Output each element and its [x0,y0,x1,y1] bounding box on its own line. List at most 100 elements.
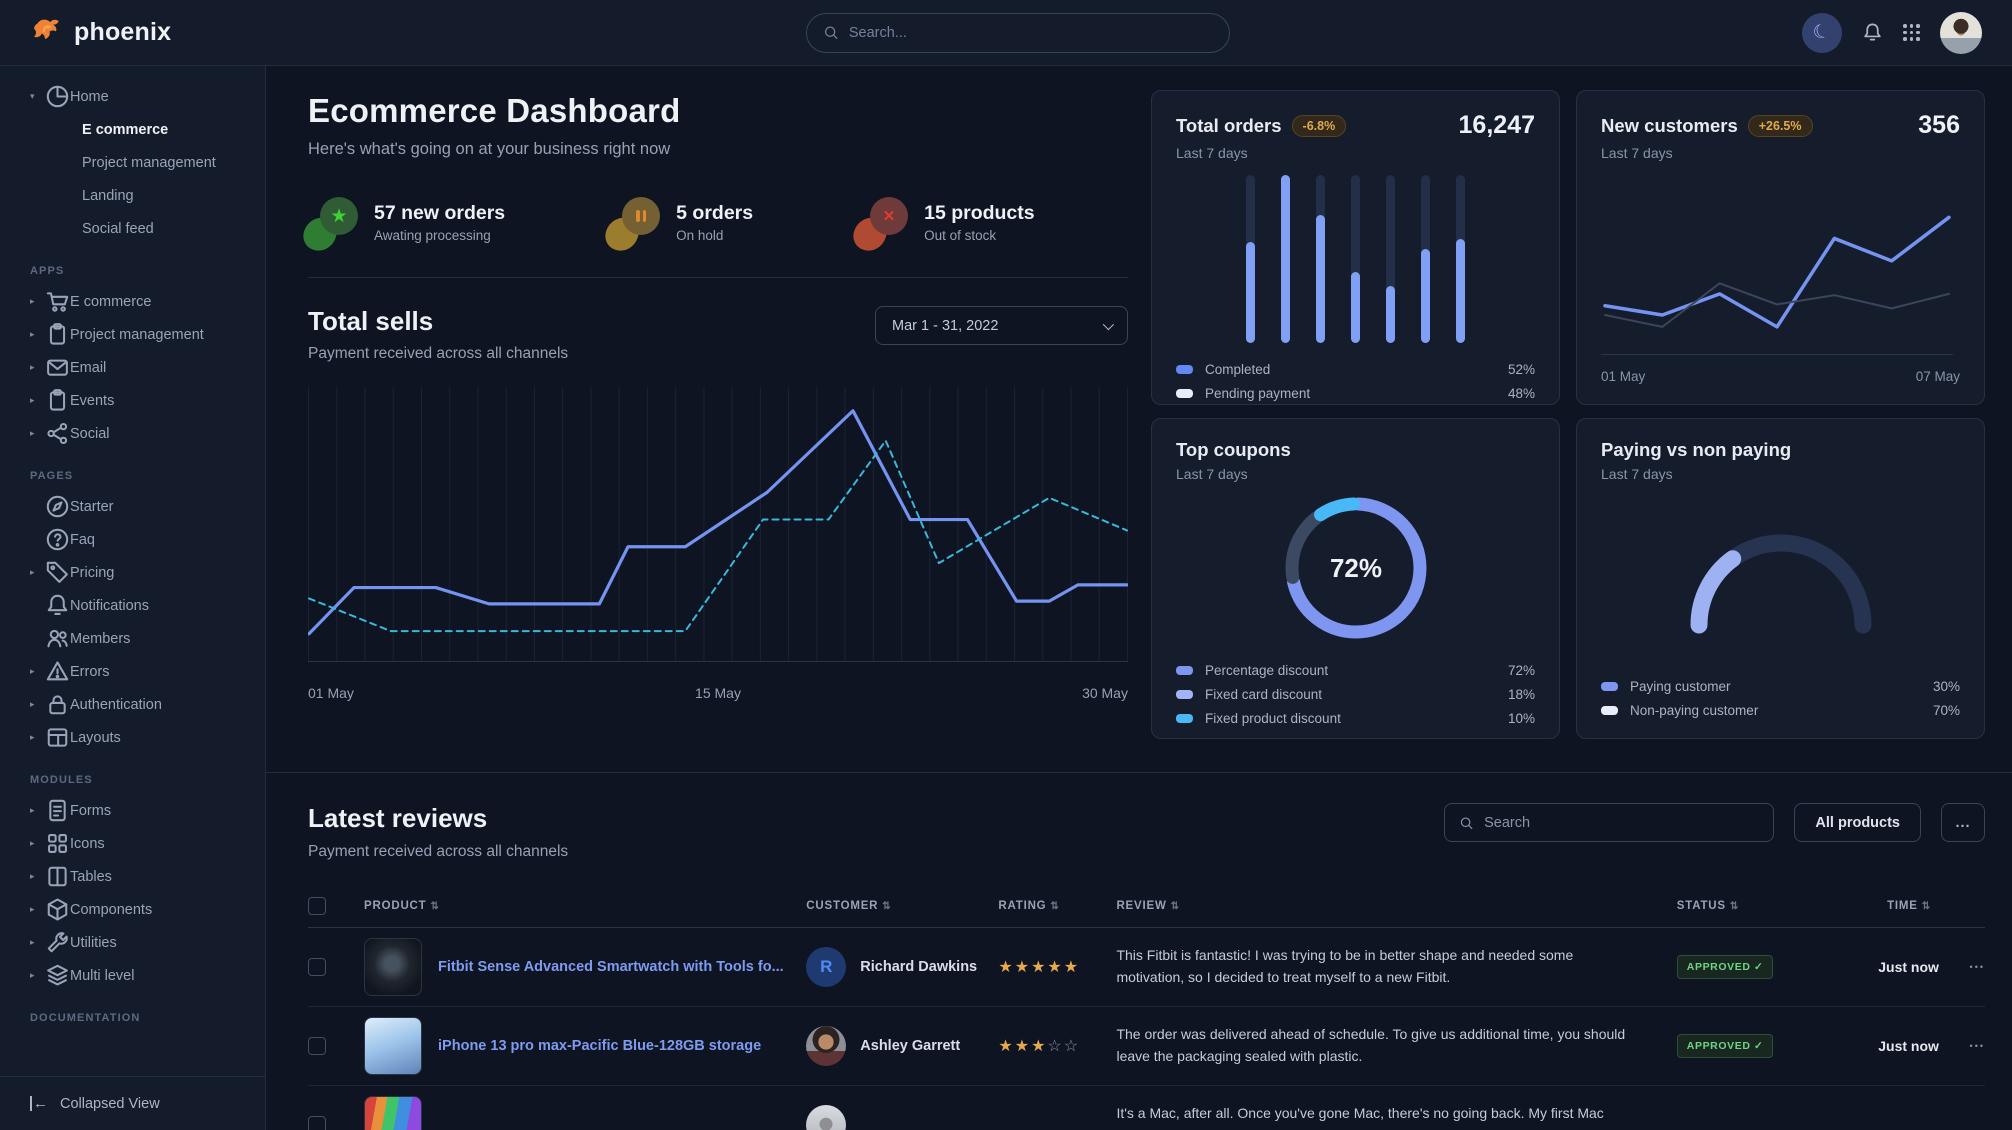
sidebar-item-starter[interactable]: Starter [0,490,265,523]
column-header-status[interactable]: STATUS ⇅ [1676,887,1827,928]
reviews-search-input[interactable] [1484,814,1760,831]
sidebar-item-forms[interactable]: ▸ Forms [0,794,265,827]
sidebar-item-errors[interactable]: ▸ Errors [0,655,265,688]
sidebar-subitem-e-commerce[interactable]: E commerce [82,121,169,138]
page-title: Ecommerce Dashboard [308,92,681,129]
sidebar-item-label: Errors [70,663,110,680]
sidebar-item-authentication[interactable]: ▸ Authentication [0,688,265,721]
legend-value: 10% [1507,711,1535,726]
legend-row: Non-paying customer 70% [1601,703,1960,718]
sidebar-item-faq[interactable]: Faq [0,523,265,556]
column-header-product[interactable]: PRODUCT ⇅ [364,887,807,928]
stat-57-new-orders: ★ 57 new orders Awating processing [299,197,505,256]
rating-cell [998,1085,1117,1130]
page-subtitle: Here's what's going on at your business … [308,140,671,158]
sidebar-subitem-social-feed[interactable]: Social feed [82,220,154,237]
sidebar-section-label: DOCUMENTATION [30,1012,141,1024]
product-link[interactable]: iPhone 13 pro max-Pacific Blue-128GB sto… [438,1038,762,1054]
sidebar-item-project-management[interactable]: ▸ Project management [0,318,265,351]
user-avatar[interactable] [1940,11,1982,54]
row-checkbox-cell [308,927,365,1007]
sidebar-item-social[interactable]: ▸ Social [0,417,265,450]
legend-value: 48% [1507,386,1535,401]
lock-icon [45,692,70,717]
sidebar-item-events[interactable]: ▸ Events [0,384,265,417]
legend-label: Percentage discount [1205,663,1329,678]
all-products-button[interactable]: All products [1794,803,1921,842]
legend-swatch [1176,666,1193,675]
column-header-customer[interactable]: CUSTOMER ⇅ [806,887,999,928]
sidebar-item-layouts[interactable]: ▸ Layouts [0,721,265,754]
select-all-checkbox[interactable] [308,897,326,915]
caret-right-icon: ▸ [30,937,35,947]
row-checkbox[interactable] [308,1116,326,1130]
column-header-time[interactable]: TIME ⇅ [1826,887,1939,928]
product-cell [364,1085,807,1130]
theme-toggle-button[interactable]: ☾ [1802,12,1842,53]
row-more-button[interactable]: ••• [1938,927,1985,1007]
sidebar-item-label: Icons [70,835,105,852]
svg-text:72%: 72% [1329,553,1381,583]
global-search-input[interactable] [848,24,1213,41]
compass-icon [45,494,70,519]
row-checkbox[interactable] [308,958,326,976]
stat-circle [622,197,661,235]
product-link[interactable]: Fitbit Sense Advanced Smartwatch with To… [438,959,784,975]
product-thumbnail [364,1017,423,1075]
star-rating: ★★★★★ [998,959,1081,976]
bar-fill [1246,242,1255,343]
sidebar-item-pricing[interactable]: ▸ Pricing [0,556,265,589]
sidebar-item-label: Starter [70,498,114,515]
reviews-title: Latest reviews [308,803,488,833]
date-range-select[interactable]: Mar 1 - 31, 2022 [875,306,1128,345]
sidebar-item-tables[interactable]: ▸ Tables [0,860,265,893]
reviews-controls: All products ... [1444,803,1985,842]
caret-right-icon: ▸ [30,428,35,438]
row-checkbox[interactable] [308,1037,326,1055]
apps-menu-button[interactable] [1903,24,1920,41]
sidebar-subitem-landing[interactable]: Landing [82,187,134,204]
sort-icon: ⇅ [430,901,440,912]
row-more-button[interactable]: ••• [1938,1006,1985,1086]
file-icon [45,798,70,823]
caret-right-icon: ▸ [30,904,35,914]
paying-card: Paying vs non paying Last 7 days Paying … [1576,418,1985,739]
legend-row: Pending payment 48% [1176,386,1535,401]
legend-row: Completed 52% [1176,362,1535,377]
bar-fill [1316,215,1325,343]
more-options-button[interactable]: ... [1941,803,1985,842]
sidebar-item-e-commerce[interactable]: ▸ E commerce [0,285,265,318]
sidebar-item-components[interactable]: ▸ Components [0,893,265,926]
latest-reviews-section: Latest reviews Payment received across a… [266,772,2012,1130]
mail-icon [45,355,70,380]
coupons-donut-chart: 72% [1285,497,1426,639]
column-header-rating[interactable]: RATING ⇅ [998,887,1117,928]
caret-right-icon: ▸ [30,732,35,742]
sidebar-item-email[interactable]: ▸ Email [0,351,265,384]
sidebar-item-members[interactable]: Members [0,622,265,655]
sidebar-item-label: Tables [70,868,112,885]
collapse-sidebar-button[interactable]: ← Collapsed View [0,1076,265,1130]
review-cell: The order was delivered ahead of schedul… [1116,1006,1677,1086]
layers-icon [45,963,70,988]
product-wrap: iPhone 13 pro max-Pacific Blue-128GB sto… [364,1017,806,1075]
box-icon [45,897,70,922]
column-header-review[interactable]: REVIEW ⇅ [1116,887,1677,928]
coupons-legend: Percentage discount 72% Fixed card discoun… [1176,654,1535,726]
sidebar-item-notifications[interactable]: Notifications [0,589,265,622]
sidebar-item-home[interactable]: ▾ Home [0,80,265,113]
caret-right-icon: ▸ [30,362,35,372]
sidebar-item-multi-level[interactable]: ▸ Multi level [0,959,265,992]
notifications-button[interactable] [1862,22,1883,43]
bar [1351,175,1360,343]
bar [1246,175,1255,343]
sidebar-item-icons[interactable]: ▸ Icons [0,827,265,860]
brand[interactable]: phoenix [30,16,171,50]
row-more-button[interactable] [1938,1085,1985,1130]
caret-right-icon: ▸ [30,699,35,709]
sidebar-item-utilities[interactable]: ▸ Utilities [0,926,265,959]
legend-value: 72% [1507,663,1535,678]
kpi-cards: Total orders -6.8% 16,247 Last 7 days Co… [1151,90,1985,739]
status-cell [1676,1085,1827,1130]
sidebar-subitem-project-management[interactable]: Project management [82,154,216,171]
